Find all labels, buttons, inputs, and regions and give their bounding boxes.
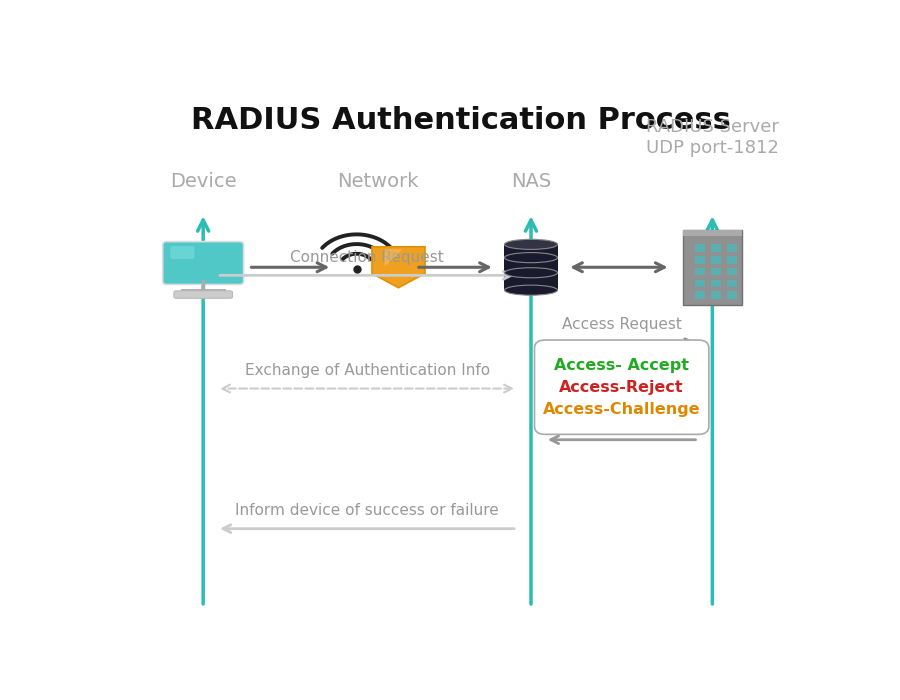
Bar: [695, 244, 705, 252]
Text: RADIUS Authentication Process: RADIUS Authentication Process: [192, 106, 731, 134]
Bar: [727, 291, 737, 299]
Text: Inform device of success or failure: Inform device of success or failure: [235, 503, 499, 518]
FancyBboxPatch shape: [174, 291, 232, 298]
Bar: [727, 268, 737, 275]
Bar: [711, 256, 721, 264]
Bar: [695, 291, 705, 299]
Bar: [711, 244, 721, 252]
Polygon shape: [385, 250, 401, 265]
Bar: [695, 279, 705, 287]
Ellipse shape: [505, 267, 557, 278]
Bar: [695, 268, 705, 275]
Bar: [727, 256, 737, 264]
Ellipse shape: [505, 239, 557, 249]
Text: Access Request: Access Request: [562, 317, 681, 332]
FancyBboxPatch shape: [163, 241, 244, 284]
Bar: [695, 256, 705, 264]
Bar: [727, 279, 737, 287]
Ellipse shape: [505, 253, 557, 262]
Text: RADIUS Server
UDP port-1812: RADIUS Server UDP port-1812: [646, 118, 778, 158]
FancyBboxPatch shape: [535, 340, 709, 434]
Bar: [505, 244, 557, 290]
Text: Access-Reject: Access-Reject: [560, 379, 684, 395]
Bar: [727, 244, 737, 252]
Text: Device: Device: [170, 172, 237, 190]
Text: Network: Network: [337, 172, 419, 190]
Text: Connection Request: Connection Request: [290, 250, 444, 265]
Bar: [711, 279, 721, 287]
FancyBboxPatch shape: [170, 246, 194, 259]
Bar: [683, 230, 742, 305]
Text: Access- Accept: Access- Accept: [554, 358, 689, 373]
Text: NAS: NAS: [511, 172, 551, 190]
Bar: [683, 230, 742, 236]
Polygon shape: [372, 247, 425, 288]
Bar: [711, 268, 721, 275]
Ellipse shape: [505, 285, 557, 295]
Bar: [711, 291, 721, 299]
Text: Exchange of Authentication Info: Exchange of Authentication Info: [245, 363, 490, 378]
Text: Access-Challenge: Access-Challenge: [543, 402, 700, 416]
